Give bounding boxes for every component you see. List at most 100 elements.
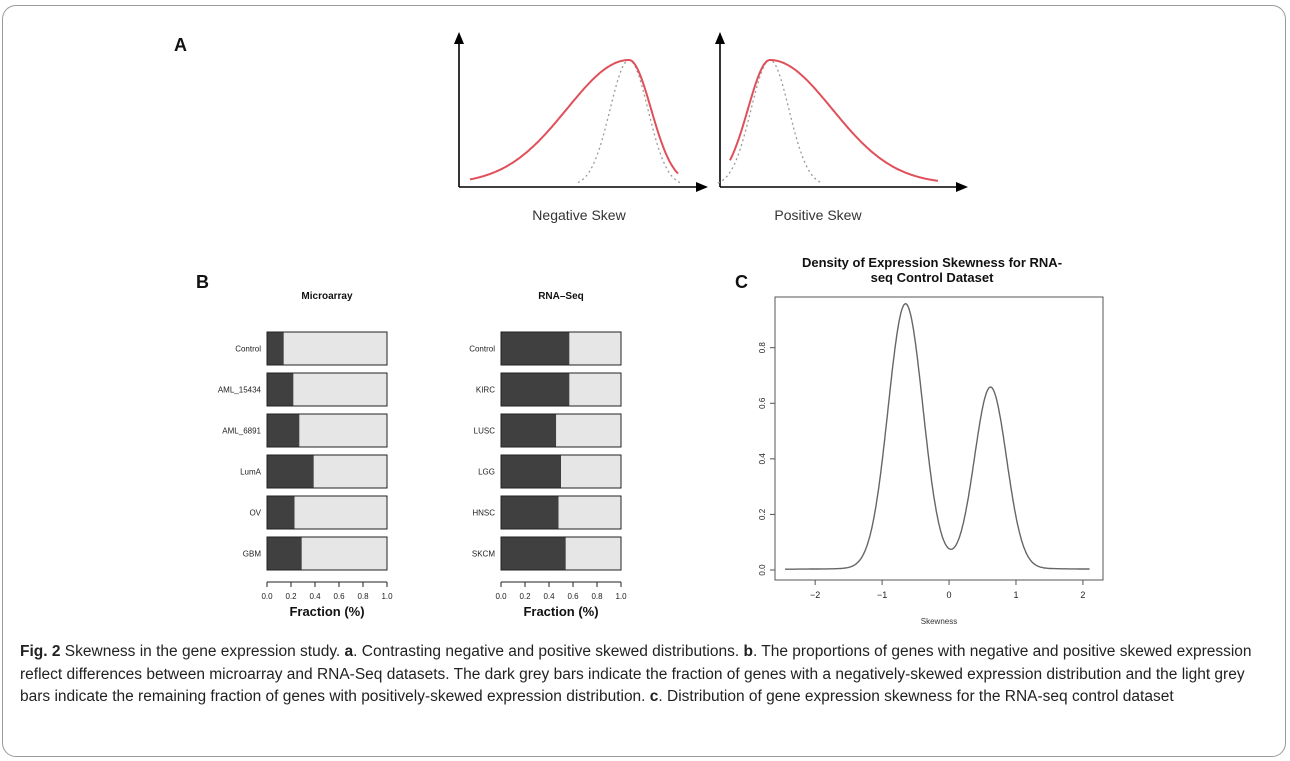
microarray-bar-chart: Microarray Control AML_15434 AML_6891 LumA OV… — [218, 291, 393, 619]
microarray-bar-light-4 — [294, 496, 387, 529]
caption-text-3: . The proportions of genes with negative… — [20, 643, 1252, 705]
neg-skew-label: Negative Skew — [532, 207, 626, 223]
microarray-bar-light-3 — [313, 455, 387, 488]
pos-y-arrow-icon — [715, 32, 725, 44]
caption-ref-b: b — [743, 643, 753, 660]
microarray-bar-light-0 — [283, 332, 387, 365]
rnaseq-bar-outline-4 — [500, 495, 622, 530]
rnaseq-bar-outline-0 — [500, 331, 622, 366]
density-x-tick-label-2: 0 — [947, 590, 952, 600]
density-x-tick-label-3: 1 — [1013, 590, 1018, 600]
rnaseq-bar-light-2 — [556, 414, 621, 447]
microarray-x-tick-label-5: 1.0 — [381, 592, 393, 601]
panel-label-c: C — [735, 272, 748, 292]
microarray-bar-outline-3 — [266, 454, 388, 489]
microarray-category-label-1: AML_15434 — [218, 386, 262, 395]
rnaseq-bar-light-0 — [569, 332, 621, 365]
pos-skew-curve — [729, 59, 939, 182]
rnaseq-bar-light-5 — [565, 537, 621, 570]
microarray-category-label-2: AML_6891 — [222, 427, 261, 436]
rnaseq-bar-light-3 — [561, 455, 621, 488]
microarray-bar-dark-3 — [267, 455, 314, 488]
rnaseq-bar-dark-5 — [501, 537, 566, 570]
density-x-label: Skewness — [921, 617, 957, 626]
rnaseq-x-tick-label-5: 1.0 — [615, 592, 627, 601]
rnaseq-bar-outline-5 — [500, 536, 622, 571]
microarray-bar-dark-1 — [267, 373, 294, 406]
microarray-bar-dark-2 — [267, 414, 300, 447]
pos-skew-label: Positive Skew — [774, 207, 862, 223]
rnaseq-bar-outline-2 — [500, 413, 622, 448]
microarray-bar-light-2 — [299, 414, 387, 447]
panel-label-a: A — [174, 35, 187, 55]
microarray-bar-outline-1 — [266, 372, 388, 407]
rnaseq-category-label-0: Control — [469, 345, 495, 354]
rnaseq-x-label: Fraction (%) — [523, 604, 598, 619]
microarray-x-label: Fraction (%) — [289, 604, 364, 619]
rnaseq-bar-chart: RNA–Seq Control KIRC LUSC LGG HNSC SKCM 0.0 0.2 0… — [469, 291, 627, 619]
rnaseq-category-label-2: LUSC — [474, 427, 496, 436]
density-y-tick-label-1: 0.2 — [758, 508, 767, 520]
rnaseq-category-label-5: SKCM — [472, 550, 495, 559]
caption-ref-a: a — [344, 643, 354, 660]
pos-x-arrow-icon — [956, 182, 968, 192]
density-x-tick-label-0: −2 — [810, 590, 820, 600]
rnaseq-bar-light-4 — [558, 496, 621, 529]
microarray-bar-light-5 — [301, 537, 387, 570]
rnaseq-bar-outline-3 — [500, 454, 622, 489]
panel-label-b: B — [196, 272, 209, 292]
caption-fig-label: Fig. 2 — [20, 643, 61, 660]
microarray-bar-outline-2 — [266, 413, 388, 448]
microarray-x-tick-label-4: 0.8 — [357, 592, 369, 601]
rnaseq-bar-dark-3 — [501, 455, 561, 488]
rnaseq-x-tick-label-1: 0.2 — [519, 592, 531, 601]
rnaseq-bar-dark-4 — [501, 496, 559, 529]
microarray-bar-outline-0 — [266, 331, 388, 366]
rnaseq-x-tick-label-2: 0.4 — [543, 592, 555, 601]
density-x-tick-label-4: 2 — [1080, 590, 1085, 600]
microarray-category-label-5: GBM — [243, 550, 262, 559]
density-y-tick-label-4: 0.8 — [758, 342, 767, 354]
microarray-bar-dark-5 — [267, 537, 302, 570]
neg-skew-curve — [469, 59, 679, 181]
microarray-category-label-3: LumA — [240, 468, 262, 477]
density-curve — [785, 302, 1090, 570]
rnaseq-category-label-1: KIRC — [476, 386, 495, 395]
rnaseq-category-label-3: LGG — [478, 468, 495, 477]
density-plot-box — [774, 296, 1104, 581]
density-x-tick-label-1: −1 — [877, 590, 887, 600]
rnaseq-bar-dark-0 — [501, 332, 570, 365]
rnaseq-bar-dark-1 — [501, 373, 570, 406]
microarray-category-label-4: OV — [249, 509, 261, 518]
rnaseq-category-label-4: HNSC — [472, 509, 495, 518]
microarray-x-tick-label-2: 0.4 — [309, 592, 321, 601]
rnaseq-bar-light-1 — [569, 373, 621, 406]
rnaseq-x-tick-label-0: 0.0 — [495, 592, 507, 601]
figure-caption: Fig. 2 Skewness in the gene expression s… — [20, 641, 1270, 709]
microarray-bar-outline-4 — [266, 495, 388, 530]
rnaseq-title: RNA–Seq — [538, 291, 584, 302]
microarray-category-label-0: Control — [235, 345, 261, 354]
neg-y-arrow-icon — [454, 32, 464, 44]
density-chart: Density of Expression Skewness for RNA-s… — [758, 255, 1104, 626]
rnaseq-x-tick-label-3: 0.6 — [567, 592, 579, 601]
rnaseq-x-tick-label-4: 0.8 — [591, 592, 603, 601]
caption-ref-c: c — [649, 688, 659, 705]
rnaseq-bar-dark-2 — [501, 414, 557, 447]
figure-frame — [2, 5, 1286, 757]
density-y-tick-label-2: 0.4 — [758, 453, 767, 465]
microarray-x-tick-label-0: 0.0 — [261, 592, 273, 601]
microarray-x-tick-label-3: 0.6 — [333, 592, 345, 601]
pos-skew-normal-reference — [717, 59, 823, 184]
microarray-x-tick-label-1: 0.2 — [285, 592, 297, 601]
density-y-tick-label-3: 0.6 — [758, 397, 767, 409]
neg-x-arrow-icon — [696, 182, 708, 192]
rnaseq-bar-outline-1 — [500, 372, 622, 407]
microarray-bar-dark-4 — [267, 496, 295, 529]
microarray-bar-dark-0 — [267, 332, 284, 365]
density-y-tick-label-0: 0.0 — [758, 564, 767, 576]
microarray-bar-outline-5 — [266, 536, 388, 571]
caption-text-1: Skewness in the gene expression study. — [60, 643, 345, 660]
caption-text-2: . Contrasting negative and positive skew… — [353, 643, 744, 660]
